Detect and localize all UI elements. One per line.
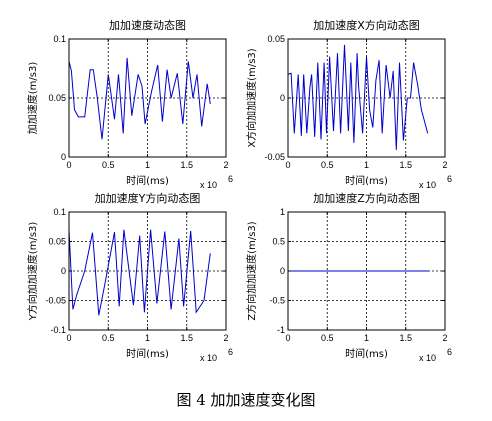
subplot-title: 加加速度X方向动态图 [313,18,420,32]
x-exponent: 6 [447,347,452,357]
y-tick-label: 0 [61,152,66,162]
x-tick-label: 0.5 [321,333,334,343]
x-tick-label: 0 [285,160,290,170]
y-tick-label: -1 [277,325,285,335]
x-exponent: 6 [228,174,233,184]
series-line [68,229,211,316]
y-tick-label: -0.05 [264,152,285,162]
subplot-title: 加加速度Z方向动态图 [313,191,420,205]
x-tick-label: 0.5 [102,160,115,170]
x-tick-label: 2 [442,160,447,170]
x-tick-label: 2 [442,333,447,343]
y-tick-label: 0.1 [53,34,66,44]
y-tick-label: 0.05 [267,34,285,44]
x-tick-label: 0 [66,160,71,170]
x-tick-label: 0 [285,333,290,343]
subplot-title: 加加速度Y方向动态图 [95,191,201,205]
x-tick-label: 1 [145,160,150,170]
figure-caption: 图 4 加加速度变化图 [176,391,316,409]
y-tick-label: -0.5 [269,296,285,306]
x-tick-label: 2 [223,160,228,170]
y-tick-label: 0.5 [272,237,285,247]
y-tick-label: 0 [280,266,285,276]
y-tick-label: 0 [280,93,285,103]
x-exponent: 6 [447,174,452,184]
subplot-title: 加加速度动态图 [109,18,186,32]
y-axis-label: X方向加加速度(m/s3) [245,48,258,147]
x-tick-label: 1 [145,333,150,343]
x-tick-label: 1 [364,160,369,170]
x-tick-label: 1.5 [399,160,412,170]
x-axis-label: 时间(ms) [345,347,388,360]
x-axis-label: 时间(ms) [126,347,169,360]
x-multiplier: x 10 [200,353,217,363]
x-tick-label: 0 [66,333,71,343]
x-tick-label: 1.5 [180,160,193,170]
y-tick-label: 0.05 [48,93,66,103]
y-axis-label: Y方向加加速度(m/s3) [26,222,39,322]
y-tick-label: -0.05 [45,296,66,306]
series-line [287,44,429,150]
x-tick-label: 1.5 [180,333,193,343]
y-axis-label: 加加速度(m/s3) [26,62,39,135]
x-multiplier: x 10 [419,353,436,363]
y-tick-label: -0.1 [50,325,66,335]
y-tick-label: 1 [280,207,285,217]
y-tick-label: 0.1 [53,207,66,217]
x-tick-label: 0.5 [102,333,115,343]
subplot-3: 0 0.5 1 1.5 2 -0.1 -0.05 0 0.05 0.1 加加速度Y方向动态图时间(m… [26,191,233,363]
x-multiplier: x 10 [200,180,217,190]
y-tick-label: 0.05 [48,237,66,247]
x-tick-label: 1 [364,333,369,343]
x-multiplier: x 10 [419,180,436,190]
x-axis-label: 时间(ms) [345,174,388,187]
x-axis-label: 时间(ms) [126,174,169,187]
y-axis-label: Z方向加加速度(m/s3) [245,221,258,320]
x-tick-label: 0.5 [321,160,334,170]
series-line [68,57,211,140]
x-tick-label: 2 [223,333,228,343]
x-tick-label: 1.5 [399,333,412,343]
y-tick-label: 0 [61,266,66,276]
x-exponent: 6 [228,347,233,357]
